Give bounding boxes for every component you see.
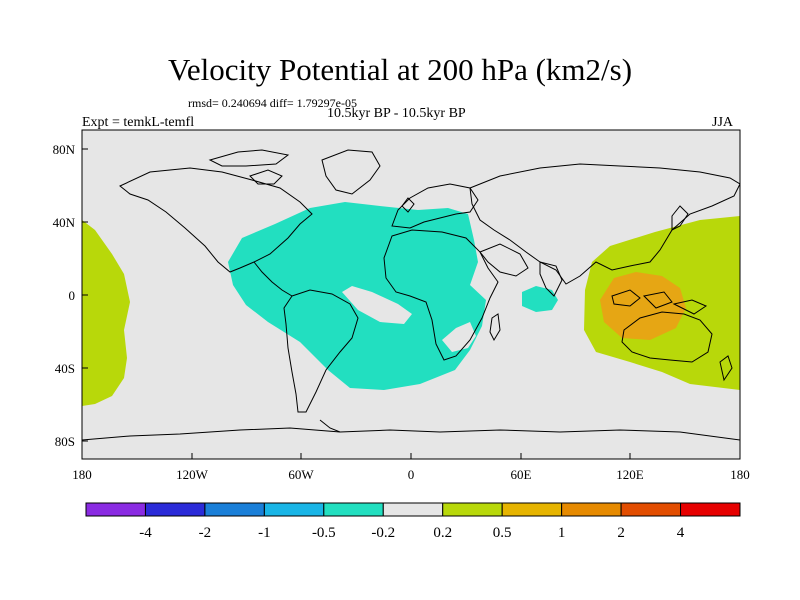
lat-label-40n: 40N bbox=[53, 215, 76, 230]
colorbar-swatch bbox=[561, 502, 622, 517]
colorbar-swatch bbox=[620, 502, 682, 517]
positive-region-west bbox=[82, 220, 130, 406]
colorbar-labels: -4 -2 -1 -0.5 -0.2 0.2 0.5 1 2 4 bbox=[139, 525, 685, 541]
lon-label-0: 0 bbox=[408, 467, 415, 482]
colorbar-swatch bbox=[85, 502, 146, 517]
colorbar-label: -2 bbox=[199, 525, 212, 541]
coastlines bbox=[82, 149, 740, 441]
period-label: 10.5kyr BP - 10.5kyr BP bbox=[327, 106, 466, 121]
colorbar-swatch bbox=[680, 502, 741, 517]
lat-label-40s: 40S bbox=[55, 361, 75, 376]
colorbar-label: -1 bbox=[258, 525, 271, 541]
page-title: Velocity Potential at 200 hPa (km2/s) bbox=[167, 52, 633, 87]
lat-label-80s: 80S bbox=[55, 434, 75, 449]
lon-labels: 180 120W 60W 0 60E 120E 180 bbox=[72, 467, 750, 482]
colorbar-label: 2 bbox=[617, 525, 625, 541]
colorbar-label: 0.5 bbox=[493, 525, 512, 541]
colorbar-swatch bbox=[442, 502, 503, 517]
season-label: JJA bbox=[712, 115, 734, 130]
colorbar-swatch bbox=[204, 502, 265, 517]
lat-labels: 80N 40N 0 40S 80S bbox=[53, 142, 76, 449]
colorbar-swatch bbox=[144, 502, 206, 517]
lat-label-80n: 80N bbox=[53, 142, 76, 157]
colorbar bbox=[85, 502, 741, 517]
lat-label-0: 0 bbox=[69, 288, 76, 303]
colorbar-label: -0.5 bbox=[312, 525, 336, 541]
positive-core-region bbox=[600, 272, 686, 340]
colorbar-label: 1 bbox=[558, 525, 566, 541]
lon-label-180w: 180 bbox=[72, 467, 92, 482]
lon-ticks bbox=[81, 453, 741, 459]
lon-label-60e: 60E bbox=[511, 467, 532, 482]
lat-ticks bbox=[82, 148, 88, 442]
lon-label-120e: 120E bbox=[616, 467, 644, 482]
colorbar-label: -0.2 bbox=[371, 525, 395, 541]
colorbar-swatch bbox=[382, 502, 444, 517]
colorbar-swatch bbox=[501, 502, 563, 517]
colorbar-swatch bbox=[263, 502, 325, 517]
negative-region-indian-ocean bbox=[522, 286, 558, 312]
lon-label-60w: 60W bbox=[288, 467, 314, 482]
colorbar-label: 4 bbox=[677, 525, 685, 541]
lon-label-180e: 180 bbox=[730, 467, 750, 482]
stats-line: rmsd= 0.240694 diff= 1.79297e-05 bbox=[188, 96, 357, 110]
colorbar-label: -4 bbox=[139, 525, 152, 541]
negative-region-atlantic-africa bbox=[228, 202, 486, 390]
experiment-label: Expt = temkL-temfl bbox=[82, 115, 195, 130]
colorbar-swatch bbox=[323, 502, 384, 517]
colorbar-label: 0.2 bbox=[433, 525, 452, 541]
lon-label-120w: 120W bbox=[176, 467, 209, 482]
